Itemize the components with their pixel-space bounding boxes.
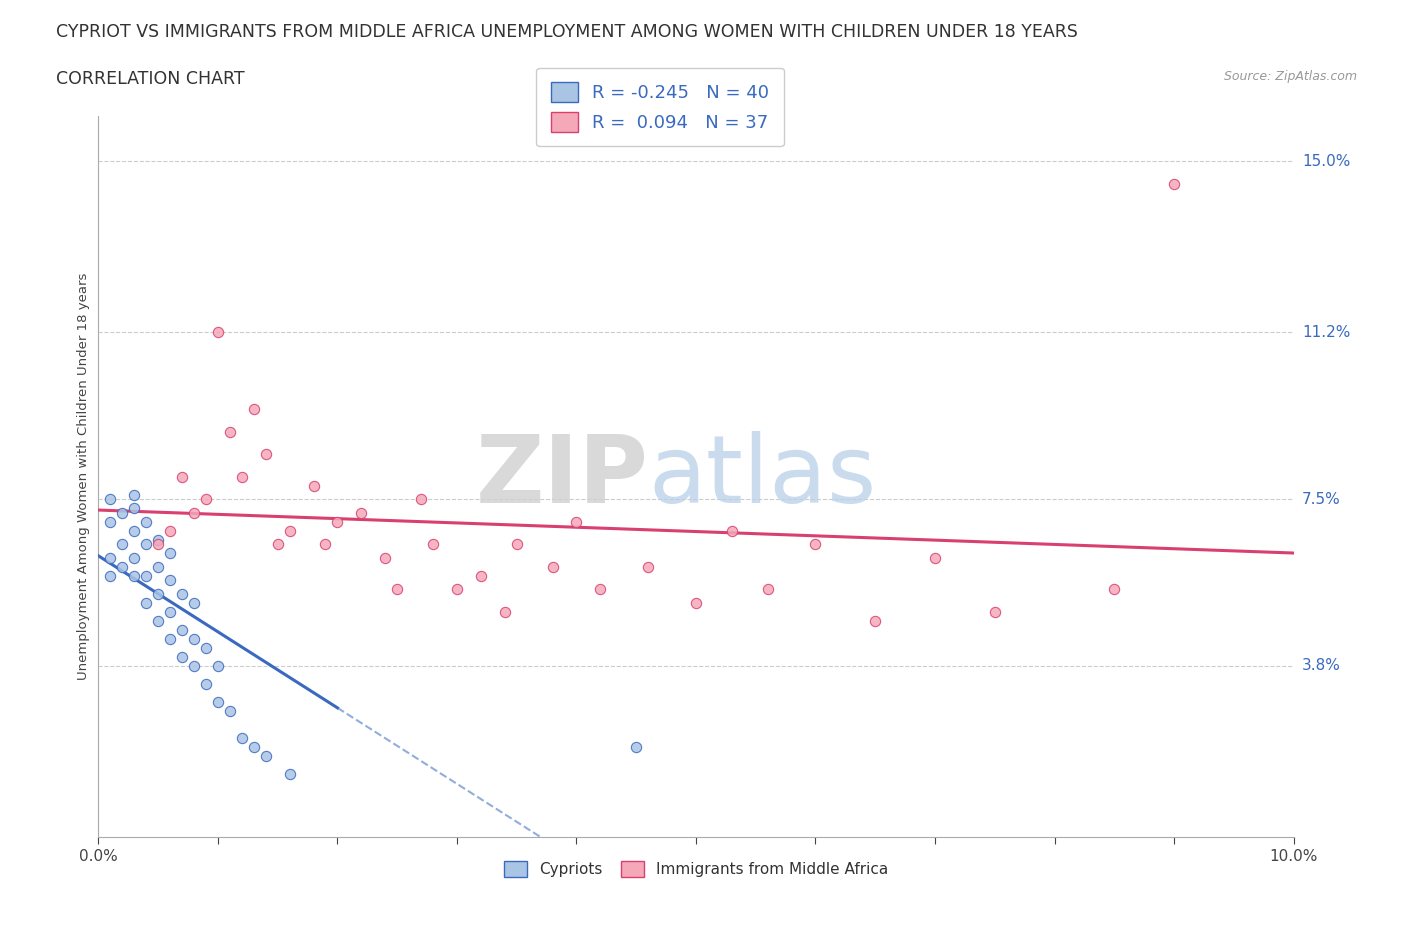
- Text: 15.0%: 15.0%: [1302, 153, 1350, 169]
- Point: [231, 730, 253, 745]
- Point: [470, 568, 492, 583]
- Point: [172, 622, 194, 637]
- Point: [302, 478, 325, 493]
- Y-axis label: Unemployment Among Women with Children Under 18 years: Unemployment Among Women with Children U…: [77, 272, 90, 681]
- Point: [98, 492, 122, 507]
- Point: [159, 546, 181, 561]
- Point: [315, 537, 337, 551]
- Point: [984, 604, 1007, 619]
- Text: 11.2%: 11.2%: [1302, 325, 1350, 340]
- Point: [1104, 582, 1126, 597]
- Point: [243, 402, 266, 417]
- Point: [267, 537, 290, 551]
- Point: [565, 514, 588, 529]
- Point: [111, 559, 134, 574]
- Point: [195, 676, 218, 691]
- Point: [98, 551, 122, 565]
- Point: [159, 573, 181, 588]
- Point: [135, 568, 157, 583]
- Text: CORRELATION CHART: CORRELATION CHART: [56, 70, 245, 87]
- Point: [98, 568, 122, 583]
- Point: [172, 649, 194, 664]
- Point: [148, 537, 170, 551]
- Point: [411, 492, 433, 507]
- Point: [243, 739, 266, 754]
- Point: [374, 551, 396, 565]
- Point: [195, 641, 218, 656]
- Point: [207, 658, 229, 673]
- Point: [98, 514, 122, 529]
- Point: [231, 469, 253, 484]
- Point: [183, 658, 205, 673]
- Point: [756, 582, 779, 597]
- Point: [865, 614, 887, 629]
- Point: [148, 532, 170, 547]
- Text: 3.8%: 3.8%: [1302, 658, 1341, 673]
- Point: [254, 749, 277, 764]
- Point: [159, 524, 181, 538]
- Point: [685, 595, 707, 610]
- Text: 7.5%: 7.5%: [1302, 492, 1340, 507]
- Point: [207, 695, 229, 710]
- Point: [124, 568, 146, 583]
- Text: CYPRIOT VS IMMIGRANTS FROM MIDDLE AFRICA UNEMPLOYMENT AMONG WOMEN WITH CHILDREN : CYPRIOT VS IMMIGRANTS FROM MIDDLE AFRICA…: [56, 23, 1078, 41]
- Point: [135, 537, 157, 551]
- Point: [326, 514, 349, 529]
- Point: [589, 582, 612, 597]
- Point: [148, 586, 170, 601]
- Point: [506, 537, 529, 551]
- Text: atlas: atlas: [648, 431, 876, 523]
- Point: [111, 537, 134, 551]
- Point: [494, 604, 516, 619]
- Point: [278, 524, 301, 538]
- Point: [148, 559, 170, 574]
- Point: [207, 326, 229, 340]
- Point: [172, 469, 194, 484]
- Point: [124, 487, 146, 502]
- Point: [195, 492, 218, 507]
- Point: [183, 595, 205, 610]
- Text: ZIP: ZIP: [475, 431, 648, 523]
- Point: [541, 559, 564, 574]
- Point: [637, 559, 659, 574]
- Point: [183, 631, 205, 646]
- Point: [183, 505, 205, 520]
- Point: [124, 551, 146, 565]
- Point: [135, 595, 157, 610]
- Point: [172, 586, 194, 601]
- Point: [278, 766, 301, 781]
- Point: [219, 424, 242, 439]
- Point: [1163, 177, 1185, 192]
- Point: [135, 514, 157, 529]
- Point: [422, 537, 444, 551]
- Point: [721, 524, 744, 538]
- Point: [111, 505, 134, 520]
- Point: [159, 604, 181, 619]
- Text: Source: ZipAtlas.com: Source: ZipAtlas.com: [1223, 70, 1357, 83]
- Point: [254, 446, 277, 461]
- Point: [385, 582, 409, 597]
- Legend: Cypriots, Immigrants from Middle Africa: Cypriots, Immigrants from Middle Africa: [498, 856, 894, 884]
- Point: [446, 582, 468, 597]
- Point: [124, 500, 146, 515]
- Point: [148, 614, 170, 629]
- Point: [924, 551, 946, 565]
- Point: [159, 631, 181, 646]
- Point: [804, 537, 827, 551]
- Point: [124, 524, 146, 538]
- Point: [626, 739, 648, 754]
- Point: [350, 505, 373, 520]
- Point: [219, 703, 242, 718]
